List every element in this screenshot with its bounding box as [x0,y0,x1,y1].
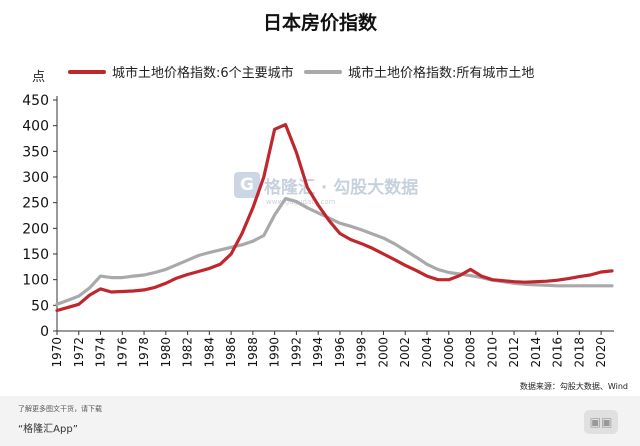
x-tick-label: 1990 [268,337,282,368]
y-tick-label: 400 [22,119,49,135]
qr-code-icon: ▣▣ [584,410,618,434]
x-tick-label: 1982 [181,337,195,368]
x-tick-label: 1998 [355,337,369,368]
y-tick-label: 200 [22,221,49,237]
x-tick-label: 1984 [202,337,216,368]
legend-swatch [304,69,342,74]
legend-item-all-cities: 城市土地价格指数:所有城市土地 [304,62,534,81]
x-tick-label: 1976 [115,337,129,368]
legend-label: 城市土地价格指数:6个主要城市 [112,66,294,81]
x-tick-label: 1974 [94,337,108,368]
watermark: G 格隆汇 · 勾股大数据 www.gugudata.com [234,172,419,206]
chart-title: 日本房价指数 [262,12,377,34]
x-tick-label: 1992 [289,337,303,368]
x-tick-label: 2018 [572,337,586,368]
y-tick-label: 350 [22,144,49,160]
series-line-0 [55,122,614,313]
x-tick-label: 2020 [594,337,608,368]
x-tick-label: 2004 [420,337,434,368]
legend-swatch [68,69,106,74]
series-line-1 [55,197,614,306]
x-tick-label: 1972 [72,337,86,368]
x-tick-label: 1980 [159,337,173,368]
x-tick-label: 2010 [485,337,499,368]
x-tick-label: 2016 [551,337,565,368]
legend-label: 城市土地价格指数:所有城市土地 [348,66,535,81]
y-tick-label: 150 [22,247,49,263]
footer-note: 了解更多图文干货，请下载 [18,405,102,413]
y-tick-label: 450 [22,93,49,109]
y-axis-unit: 点 [32,70,46,85]
x-tick-label: 2006 [442,337,456,368]
y-tick-label: 250 [22,196,49,212]
legend-item-major-cities: 城市土地价格指数:6个主要城市 [68,62,294,81]
y-tick-label: 0 [40,324,49,340]
x-tick-label: 2002 [398,337,412,368]
x-tick-label: 1996 [333,337,347,368]
footer-banner: 了解更多图文干货，请下载 “格隆汇App” ▣▣ [0,396,640,446]
x-tick-label: 2014 [529,337,543,368]
y-tick-label: 100 [22,273,49,289]
x-tick-label: 1970 [50,337,64,368]
x-tick-label: 2008 [464,337,478,368]
x-tick-label: 1978 [137,337,151,368]
x-tick-label: 1988 [246,337,260,368]
watermark-text: 格隆汇 · 勾股大数据 [264,177,419,198]
y-tick-label: 300 [22,170,49,186]
x-tick-label: 1986 [224,337,238,368]
x-tick-label: 1994 [311,337,325,368]
watermark-logo-icon: G [234,172,260,198]
x-tick-label: 2000 [376,337,390,368]
x-tick-label: 2012 [507,337,521,368]
y-tick-label: 50 [31,298,49,314]
watermark-url: www.gugudata.com [266,198,336,206]
footer-app-name: “格隆汇App” [18,424,78,435]
source-note: 数据来源：勾股大数据、Wind [519,382,628,391]
